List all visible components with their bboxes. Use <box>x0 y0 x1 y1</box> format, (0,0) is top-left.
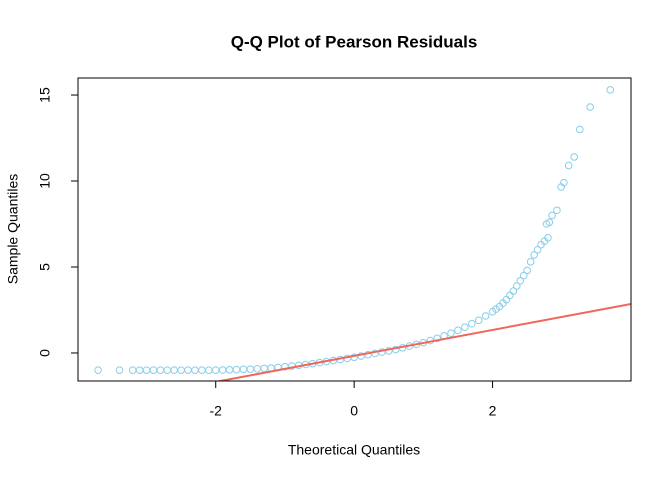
x-axis-label: Theoretical Quantiles <box>288 442 420 458</box>
plot-area <box>94 86 631 381</box>
y-tick-label: 5 <box>37 263 53 271</box>
point <box>481 312 490 320</box>
point <box>454 326 462 335</box>
x-tick-label: 2 <box>489 403 497 419</box>
y-axis-label: Sample Quantiles <box>5 174 21 285</box>
point <box>509 287 518 295</box>
point <box>516 276 525 285</box>
point <box>513 282 521 290</box>
point <box>115 366 124 374</box>
point <box>519 271 528 280</box>
point <box>564 161 573 170</box>
point <box>533 245 542 254</box>
reference-line <box>214 302 631 381</box>
point <box>433 334 442 343</box>
point <box>606 86 615 94</box>
x-tick-label: 0 <box>350 403 358 419</box>
point <box>530 251 538 259</box>
point <box>461 323 469 331</box>
x-tick-label: -2 <box>210 403 223 419</box>
point <box>544 233 552 242</box>
point <box>553 206 561 215</box>
point <box>560 178 568 187</box>
point <box>570 153 579 161</box>
point <box>523 266 531 275</box>
y-tick-label: 0 <box>37 349 53 357</box>
point <box>575 125 584 134</box>
point <box>526 258 535 266</box>
point <box>94 366 102 374</box>
point <box>545 218 554 227</box>
point <box>586 103 594 111</box>
y-tick-label: 10 <box>37 173 53 189</box>
y-tick-label: 15 <box>37 87 53 103</box>
point <box>447 329 455 337</box>
point <box>468 319 476 328</box>
point <box>548 211 556 220</box>
point <box>474 316 483 325</box>
chart-title: Q-Q Plot of Pearson Residuals <box>231 32 478 51</box>
